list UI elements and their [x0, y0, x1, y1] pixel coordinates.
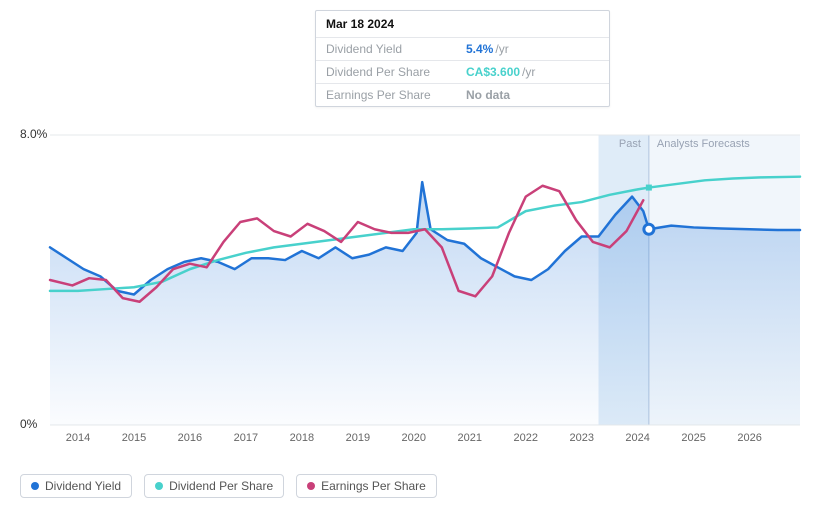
- tooltip-label: Earnings Per Share: [326, 88, 466, 102]
- tooltip-row: Dividend Per Share CA$3.600/yr: [316, 61, 609, 84]
- legend-label: Earnings Per Share: [321, 479, 426, 493]
- x-axis-label: 2022: [513, 432, 537, 444]
- x-axis-label: 2016: [178, 432, 202, 444]
- legend-label: Dividend Yield: [45, 479, 121, 493]
- legend-dot-icon: [307, 482, 315, 490]
- chart-svg: Past Analysts Forecasts: [0, 100, 821, 445]
- tooltip-date: Mar 18 2024: [316, 11, 609, 38]
- chart-container: Mar 18 2024 Dividend Yield 5.4%/yr Divid…: [0, 0, 821, 508]
- chart-plot-area[interactable]: Past Analysts Forecasts 0% 8.0% 2014 2015 201…: [0, 100, 821, 445]
- legend-label: Dividend Per Share: [169, 479, 273, 493]
- tooltip-label: Dividend Yield: [326, 42, 466, 56]
- svg-text:Past: Past: [619, 138, 641, 150]
- tooltip-row: Earnings Per Share No data: [316, 84, 609, 106]
- x-axis-label: 2020: [402, 432, 426, 444]
- x-axis-label: 2023: [569, 432, 593, 444]
- x-axis-label: 2015: [122, 432, 146, 444]
- x-axis-label: 2019: [346, 432, 370, 444]
- tooltip-value: CA$3.600: [466, 65, 520, 79]
- tooltip-label: Dividend Per Share: [326, 65, 466, 79]
- x-axis-label: 2026: [737, 432, 761, 444]
- legend-item-dividend-per-share[interactable]: Dividend Per Share: [144, 474, 284, 498]
- legend-dot-icon: [31, 482, 39, 490]
- legend-item-dividend-yield[interactable]: Dividend Yield: [20, 474, 132, 498]
- tooltip-unit: /yr: [522, 65, 535, 79]
- legend-dot-icon: [155, 482, 163, 490]
- x-axis-label: 2018: [290, 432, 314, 444]
- x-axis-label: 2025: [681, 432, 705, 444]
- hover-tooltip: Mar 18 2024 Dividend Yield 5.4%/yr Divid…: [315, 10, 610, 107]
- y-axis-label: 8.0%: [20, 127, 47, 141]
- tooltip-value: No data: [466, 88, 510, 102]
- y-axis-label: 0%: [20, 417, 37, 431]
- legend-item-earnings-per-share[interactable]: Earnings Per Share: [296, 474, 437, 498]
- x-axis-label: 2014: [66, 432, 90, 444]
- tooltip-unit: /yr: [495, 42, 508, 56]
- legend: Dividend Yield Dividend Per Share Earnin…: [20, 474, 437, 498]
- x-axis-label: 2024: [625, 432, 649, 444]
- svg-text:Analysts Forecasts: Analysts Forecasts: [657, 138, 750, 150]
- tooltip-row: Dividend Yield 5.4%/yr: [316, 38, 609, 61]
- x-axis-label: 2021: [458, 432, 482, 444]
- tooltip-value: 5.4%: [466, 42, 493, 56]
- x-axis-label: 2017: [234, 432, 258, 444]
